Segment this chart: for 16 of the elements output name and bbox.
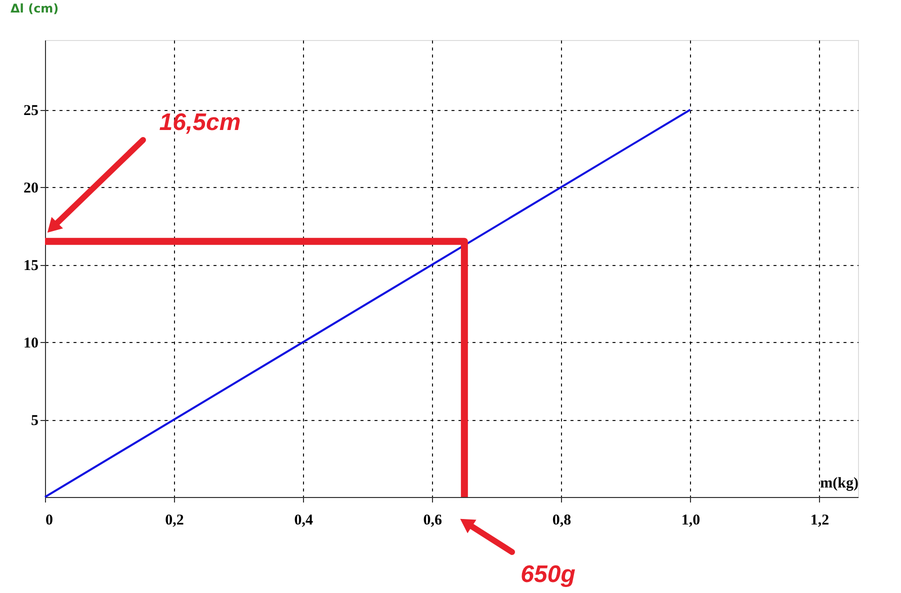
x-tick-label: 1,0: [681, 512, 700, 528]
y-tick-label: 5: [31, 413, 38, 430]
annotation: 16,5cm: [159, 109, 241, 136]
y-tick-label: 25: [24, 103, 38, 120]
y-tick-label: 20: [24, 180, 38, 197]
x-tick-label: 0,8: [552, 512, 572, 528]
x-axis-title: m(kg): [820, 476, 859, 492]
y-axis-title: Δl (cm): [10, 2, 59, 16]
y-tick-label: 15: [24, 258, 38, 274]
x-tick-label: 0,6: [423, 512, 443, 528]
y-tick-label: 10: [24, 336, 38, 352]
text: 650g: [520, 561, 576, 588]
x-tick-label: 1,2: [810, 512, 830, 528]
x-tick-label: 0: [46, 512, 53, 528]
x-tick-label: 0,2: [165, 512, 184, 528]
x-tick-label: 0,4: [294, 512, 314, 528]
